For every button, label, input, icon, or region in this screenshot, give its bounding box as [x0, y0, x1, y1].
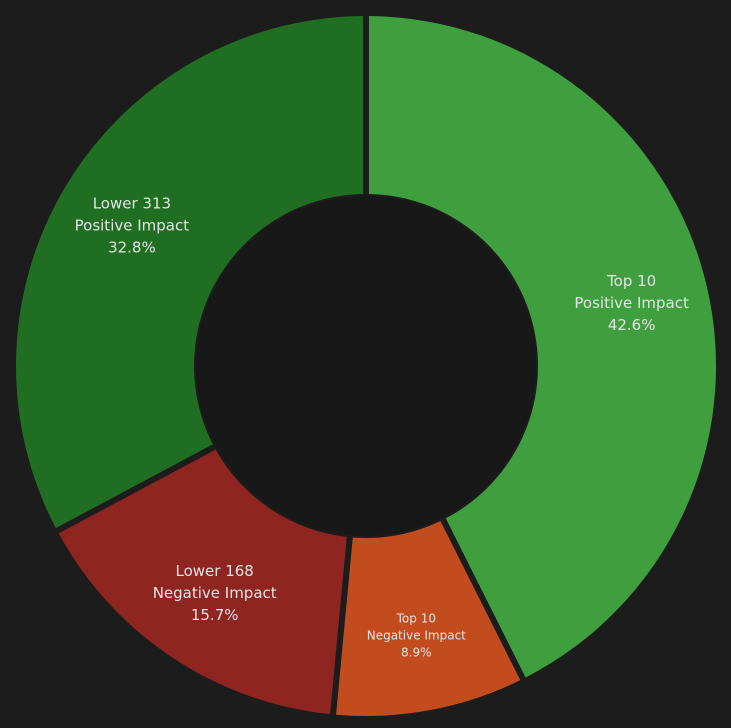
donut-slice-1 [336, 521, 521, 716]
slice-label-0: Top 10 Positive Impact 42.6% [574, 272, 689, 334]
slice-3-label-line2: Positive Impact [75, 217, 190, 235]
slice-2-percent: 15.7% [191, 606, 239, 624]
slice-label-1: Top 10 Negative Impact 8.9% [367, 611, 466, 659]
donut-slice-0 [368, 16, 716, 678]
slice-label-3: Lower 313 Positive Impact 32.8% [75, 195, 190, 257]
slice-3-percent: 32.8% [108, 239, 156, 257]
slice-1-label-line2: Negative Impact [367, 628, 466, 642]
slice-3-label-line1: Lower 313 [93, 195, 171, 213]
slice-1-percent: 8.9% [401, 645, 432, 659]
slice-0-label-line2: Positive Impact [574, 294, 689, 312]
donut-slice-2 [58, 449, 347, 715]
slice-2-label-line2: Negative Impact [153, 584, 277, 602]
slice-label-2: Lower 168 Negative Impact 15.7% [153, 562, 277, 624]
slice-2-label-line1: Lower 168 [176, 562, 254, 580]
slice-0-percent: 42.6% [608, 316, 656, 334]
donut-hole [196, 196, 536, 536]
slice-1-label-line1: Top 10 [396, 611, 436, 625]
donut-slice-3 [15, 16, 364, 529]
slice-0-label-line1: Top 10 [606, 272, 656, 290]
